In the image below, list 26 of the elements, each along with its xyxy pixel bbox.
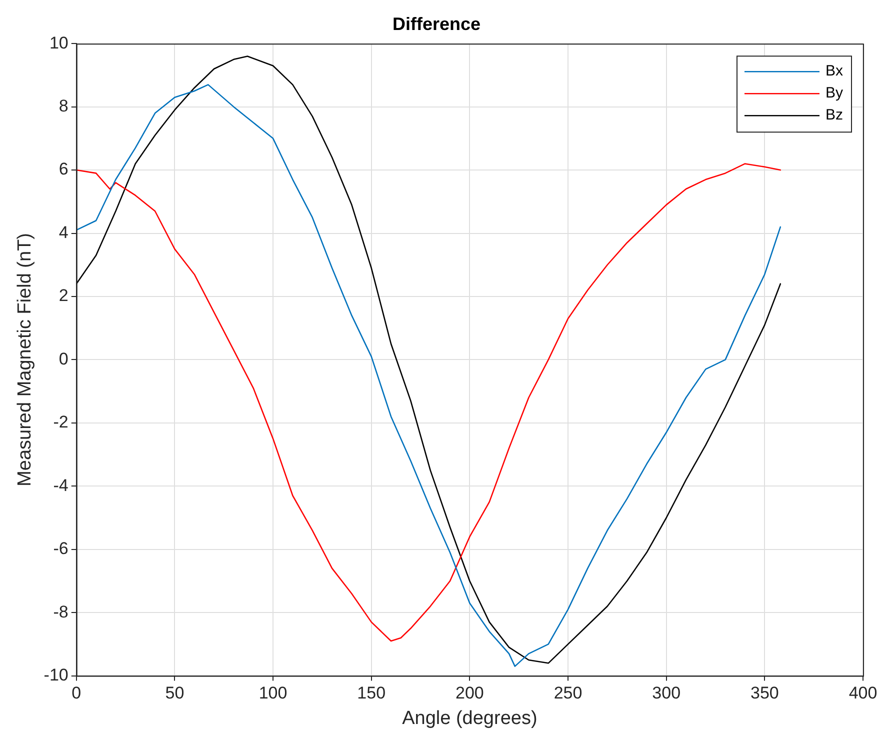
x-tick-label: 350 — [750, 684, 779, 703]
x-tick-label: 250 — [554, 684, 582, 703]
x-tick-label: 100 — [258, 684, 288, 703]
legend-label: Bz — [825, 106, 844, 124]
y-tick-label: -10 — [44, 665, 68, 684]
x-tick-label: 150 — [357, 684, 386, 703]
y-tick-label: -6 — [53, 539, 68, 558]
y-tick-label: 2 — [58, 286, 68, 306]
y-tick-label: 10 — [49, 33, 68, 52]
legend-label: Bx — [825, 62, 844, 80]
y-tick-label: 0 — [58, 349, 68, 368]
y-tick-label: -8 — [53, 602, 68, 622]
x-tick-label: 300 — [652, 684, 681, 703]
x-tick-label: 0 — [72, 684, 82, 703]
y-axis-title: Measured Magnetic Field (nT) — [14, 232, 36, 486]
legend-label: By — [825, 84, 844, 102]
x-tick-label: 200 — [456, 684, 484, 703]
x-tick-label: 400 — [848, 684, 878, 703]
x-axis-title: Angle (degrees) — [402, 708, 538, 729]
chart-title: Difference — [392, 14, 481, 34]
y-tick-label: -4 — [53, 476, 68, 495]
y-tick-label: -2 — [53, 412, 68, 432]
x-tick-label: 50 — [165, 684, 184, 703]
y-tick-label: 8 — [58, 96, 68, 116]
y-tick-label: 6 — [58, 160, 68, 179]
y-tick-label: 4 — [58, 222, 68, 242]
